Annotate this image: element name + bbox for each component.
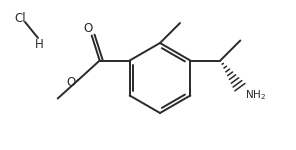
Text: NH$_2$: NH$_2$ <box>245 89 266 102</box>
Text: Cl: Cl <box>14 12 26 26</box>
Text: H: H <box>35 39 44 51</box>
Text: O: O <box>83 22 92 35</box>
Text: O: O <box>66 76 75 89</box>
